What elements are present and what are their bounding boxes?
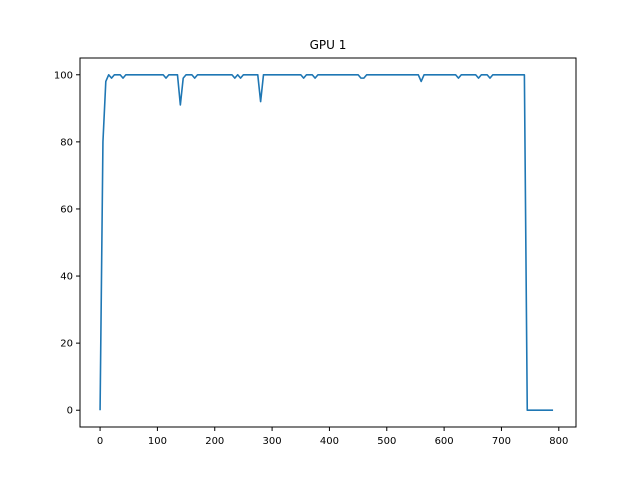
y-tick-label: 40 [60, 272, 73, 283]
y-axis: 0 20 40 60 80 100 [54, 70, 80, 417]
x-tick-label: 300 [263, 436, 282, 447]
y-tick-label: 20 [60, 339, 73, 350]
y-tick-label: 100 [54, 70, 73, 81]
x-tick-label: 0 [97, 436, 103, 447]
x-tick-label: 100 [148, 436, 167, 447]
y-tick-label: 60 [60, 204, 73, 215]
plot-area [99, 73, 554, 412]
x-tick-label: 500 [377, 436, 396, 447]
series-line [99, 73, 554, 412]
x-tick-label: 400 [320, 436, 339, 447]
x-axis: 0 100 200 300 400 500 600 700 800 [97, 427, 568, 447]
x-tick-label: 200 [205, 436, 224, 447]
x-tick-label: 800 [549, 436, 568, 447]
x-tick-label: 700 [492, 436, 511, 447]
x-tick-label: 600 [435, 436, 454, 447]
axes-frame [79, 57, 577, 428]
y-tick-label: 80 [60, 137, 73, 148]
y-tick-label: 0 [67, 406, 73, 417]
chart-title: GPU 1 [310, 38, 347, 52]
